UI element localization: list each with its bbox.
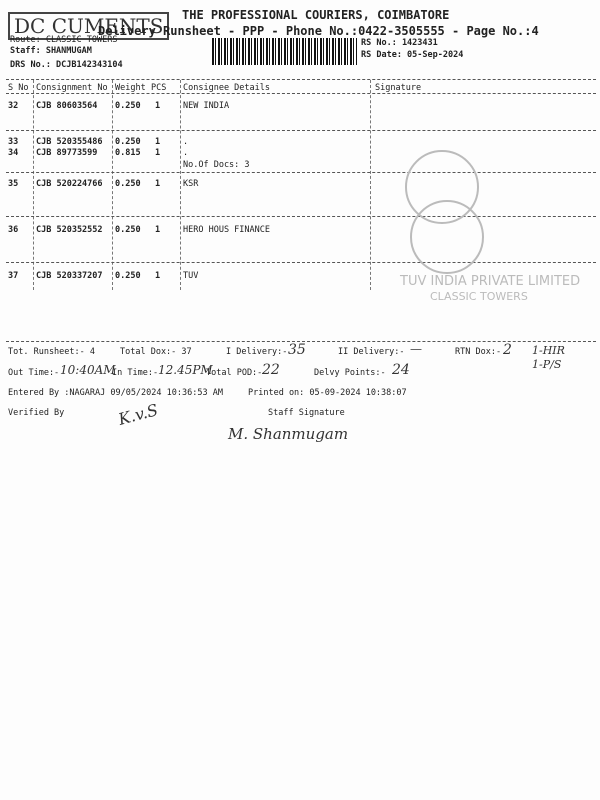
staff: Staff: SHANMUGAM (10, 46, 92, 56)
route: Route: CLASSIC TOWERS (10, 35, 118, 45)
printed-on: Printed on: 05-09-2024 10:38:07 (248, 388, 407, 398)
row-sno: 37 (8, 271, 19, 281)
row-weight: 0.815 (115, 148, 141, 158)
row-weight: 0.250 (115, 101, 141, 111)
delvy-points-label: Delvy Points:- (314, 368, 386, 378)
row-sno: 34 (8, 148, 19, 158)
col-pcs: PCS (151, 83, 167, 93)
row-consignment: CJB 520224766 (36, 179, 103, 189)
rs-number: RS No.: 1423431 (361, 38, 438, 48)
staff-signature: M. Shanmugam (228, 425, 349, 443)
drs-number: DRS No.: DCJB142343104 (10, 60, 123, 70)
row-pcs: 1 (155, 225, 161, 235)
rtn-note: 1-HIR (532, 344, 565, 357)
in-time-label: In Time:- (112, 368, 159, 378)
row-pcs: 1 (155, 101, 161, 111)
documents-stamp: DC CUMENTS (8, 12, 170, 40)
row-doc-count: No.Of Docs: 3 (183, 160, 250, 170)
rtn-note: 1-P/S (532, 358, 562, 371)
col-sno: S No (8, 83, 29, 93)
row-weight: 0.250 (115, 225, 141, 235)
out-time-label: Out Time:- (8, 368, 60, 378)
company-seal (410, 200, 484, 274)
rs-date: RS Date: 05-Sep-2024 (361, 50, 464, 60)
row-pcs: 1 (155, 137, 161, 147)
tuv-stamp: TUV INDIA PRIVATE LIMITED (400, 274, 581, 289)
rtn-dox-label: RTN Dox:- (455, 347, 502, 357)
staff-signature-label: Staff Signature (268, 408, 345, 418)
entered-by: Entered By :NAGARAJ 09/05/2024 10:36:53 … (8, 388, 223, 398)
row-consignment: CJB 520355486 (36, 137, 103, 147)
tuv-stamp-sub: CLASSIC TOWERS (430, 290, 528, 303)
row-consignment: CJB 520352552 (36, 225, 103, 235)
row-pcs: 1 (155, 271, 161, 281)
row-consignment: CJB 80603564 (36, 101, 98, 111)
barcode (212, 38, 357, 65)
out-time-value: 10:40AM (60, 363, 116, 377)
tot-runsheet: Tot. Runsheet:- 4 (8, 347, 95, 357)
col-consignment: Consignment No (36, 83, 108, 93)
runsheet-subtitle: Delivery Runsheet - PPP - Phone No.:0422… (98, 24, 539, 38)
row-consignee: TUV (183, 271, 199, 281)
rtn-dox-value: 2 (503, 342, 512, 358)
col-consignee: Consignee Details (183, 83, 270, 93)
in-time-value: 12.45PM (158, 363, 213, 377)
row-pcs: 1 (155, 179, 161, 189)
verifier-signature: K.v.S (116, 400, 161, 429)
row-weight: 0.250 (115, 271, 141, 281)
row-sno: 36 (8, 225, 19, 235)
row-weight: 0.250 (115, 137, 141, 147)
row-sno: 35 (8, 179, 19, 189)
col-signature: Signature (375, 83, 422, 93)
row-consignee: HERO HOUS FINANCE (183, 225, 270, 235)
total-pod-value: 22 (262, 362, 280, 378)
row-consignee: KSR (183, 179, 199, 189)
row-consignment: CJB 520337207 (36, 271, 103, 281)
row-sno: 32 (8, 101, 19, 111)
row-sno: 33 (8, 137, 19, 147)
company-title: THE PROFESSIONAL COURIERS, COIMBATORE (182, 8, 450, 22)
total-pod-label: Total POD:- (206, 368, 263, 378)
row-pcs: 1 (155, 148, 161, 158)
ii-delivery-value: — (410, 342, 422, 356)
ii-delivery-label: II Delivery:- (338, 347, 405, 357)
verified-by: Verified By (8, 408, 65, 418)
row-consignment: CJB 89773599 (36, 148, 98, 158)
row-consignee: NEW INDIA (183, 101, 230, 111)
delvy-points-value: 24 (392, 362, 410, 378)
row-consignee: . (183, 137, 189, 147)
row-consignee: . (183, 148, 189, 158)
i-delivery-value: 35 (288, 342, 306, 358)
total-dox: Total Dox:- 37 (120, 347, 192, 357)
row-weight: 0.250 (115, 179, 141, 189)
i-delivery-label: I Delivery:- (226, 347, 288, 357)
col-weight: Weight (115, 83, 146, 93)
